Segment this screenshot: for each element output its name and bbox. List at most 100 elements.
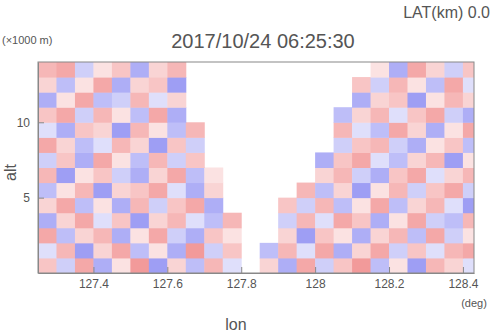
cell bbox=[352, 137, 371, 153]
cell bbox=[149, 137, 168, 153]
cell bbox=[278, 243, 297, 259]
cell bbox=[315, 152, 334, 168]
cell bbox=[93, 213, 112, 229]
cell bbox=[407, 137, 426, 153]
cell bbox=[334, 198, 353, 214]
cell bbox=[167, 183, 186, 199]
cell bbox=[149, 77, 168, 93]
cell bbox=[149, 152, 168, 168]
cell bbox=[149, 183, 168, 199]
cell bbox=[130, 213, 149, 229]
cell bbox=[352, 168, 371, 184]
cell bbox=[149, 107, 168, 123]
cell bbox=[204, 183, 223, 199]
cell bbox=[223, 243, 242, 259]
cell bbox=[444, 122, 463, 138]
cell bbox=[352, 228, 371, 244]
cell bbox=[38, 258, 57, 273]
cell bbox=[75, 243, 94, 259]
cell bbox=[371, 243, 390, 259]
cell bbox=[149, 198, 168, 214]
cell bbox=[444, 228, 463, 244]
cell bbox=[112, 92, 131, 108]
x-label: lon bbox=[225, 316, 246, 333]
cell bbox=[38, 198, 57, 214]
cell bbox=[389, 62, 408, 78]
cell bbox=[389, 152, 408, 168]
cell bbox=[315, 243, 334, 259]
x-tick-label: 128.4 bbox=[448, 277, 478, 291]
cell bbox=[371, 77, 390, 93]
cell bbox=[112, 77, 131, 93]
cell bbox=[167, 92, 186, 108]
cell bbox=[112, 198, 131, 214]
cell bbox=[93, 198, 112, 214]
cell bbox=[426, 92, 445, 108]
cell bbox=[407, 183, 426, 199]
y-label: alt bbox=[2, 164, 19, 181]
cell bbox=[56, 122, 75, 138]
cell bbox=[112, 107, 131, 123]
cell bbox=[389, 107, 408, 123]
x-tick-label: 127.8 bbox=[227, 277, 257, 291]
cell bbox=[112, 228, 131, 244]
cell bbox=[297, 258, 316, 273]
title: 2017/10/24 06:25:30 bbox=[171, 30, 355, 52]
cell bbox=[167, 258, 186, 273]
cell bbox=[352, 122, 371, 138]
cell bbox=[407, 92, 426, 108]
cell bbox=[444, 198, 463, 214]
x-tick: 128 bbox=[306, 267, 326, 291]
cell bbox=[93, 137, 112, 153]
cell bbox=[75, 168, 94, 184]
cell bbox=[334, 213, 353, 229]
chart: 127.4127.6127.8128128.2128.45102017/10/2… bbox=[0, 0, 498, 336]
cell bbox=[38, 152, 57, 168]
cell bbox=[407, 213, 426, 229]
cell bbox=[93, 183, 112, 199]
cell bbox=[204, 168, 223, 184]
cell bbox=[315, 168, 334, 184]
cell bbox=[93, 258, 112, 273]
cell bbox=[352, 92, 371, 108]
cell bbox=[334, 228, 353, 244]
cell bbox=[223, 258, 242, 273]
cell bbox=[167, 168, 186, 184]
cell bbox=[75, 258, 94, 273]
cell bbox=[315, 228, 334, 244]
cell bbox=[130, 258, 149, 273]
cell bbox=[371, 183, 390, 199]
heatmap-cells bbox=[38, 62, 474, 273]
y-axis: 510 bbox=[17, 63, 44, 274]
cell bbox=[130, 228, 149, 244]
cell bbox=[463, 152, 474, 168]
cell bbox=[352, 198, 371, 214]
cell bbox=[167, 137, 186, 153]
cell bbox=[149, 92, 168, 108]
x-tick-label: 127.4 bbox=[79, 277, 109, 291]
y-tick-label: 5 bbox=[23, 191, 30, 205]
cell bbox=[75, 77, 94, 93]
cell bbox=[75, 92, 94, 108]
x-tick-mark bbox=[389, 267, 390, 273]
x-axis-line bbox=[39, 273, 475, 274]
cell bbox=[389, 198, 408, 214]
cell bbox=[204, 198, 223, 214]
x-tick-mark bbox=[241, 267, 242, 273]
cell bbox=[389, 168, 408, 184]
cell bbox=[334, 137, 353, 153]
cell bbox=[167, 62, 186, 78]
cell bbox=[93, 62, 112, 78]
cell bbox=[149, 168, 168, 184]
cell bbox=[407, 122, 426, 138]
cell bbox=[56, 92, 75, 108]
cell bbox=[149, 243, 168, 259]
cell bbox=[93, 77, 112, 93]
cell bbox=[278, 258, 297, 273]
cell bbox=[112, 183, 131, 199]
cell bbox=[93, 122, 112, 138]
cell bbox=[463, 137, 474, 153]
cell bbox=[352, 258, 371, 273]
cell bbox=[426, 122, 445, 138]
cell bbox=[93, 92, 112, 108]
